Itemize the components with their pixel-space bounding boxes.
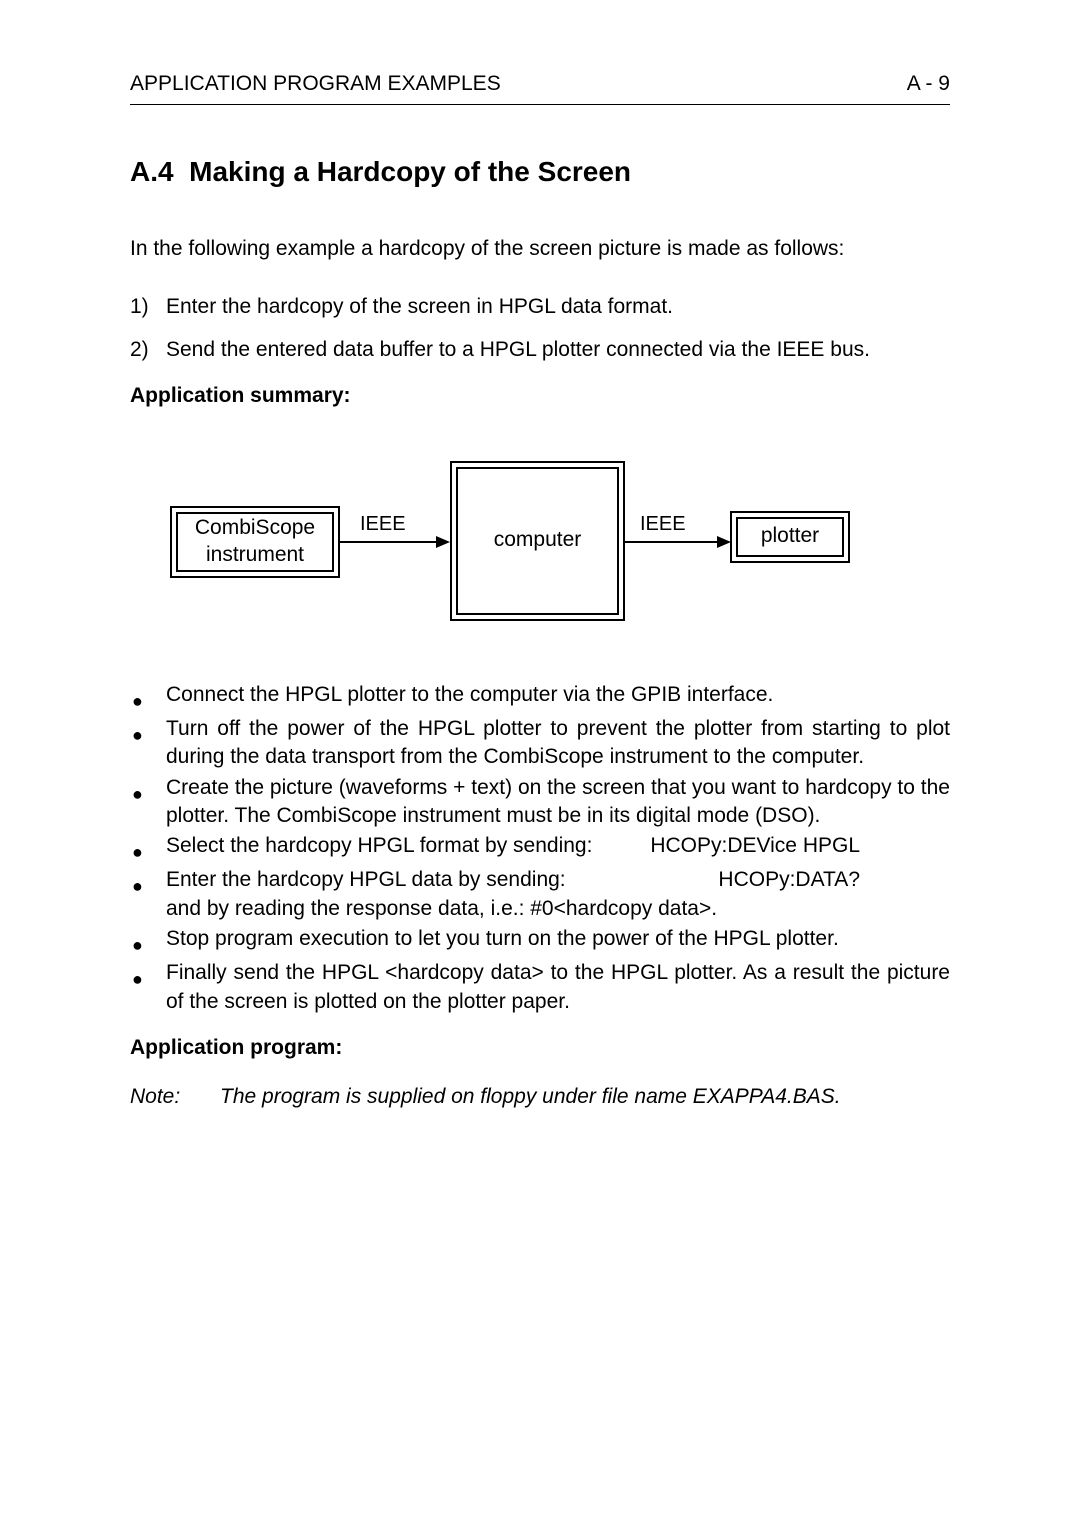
- box2-label: computer: [494, 527, 582, 553]
- bullet-icon: ●: [130, 774, 166, 831]
- bullet-icon: ●: [130, 866, 166, 923]
- bullet-text: Stop program execution to let you turn o…: [166, 925, 950, 957]
- diagram-edge-1-arrow-icon: [436, 536, 450, 548]
- flow-diagram: CombiScope instrument IEEE computer IEEE…: [170, 461, 890, 621]
- note-label: Note:: [130, 1083, 220, 1111]
- note-text: The program is supplied on floppy under …: [220, 1083, 950, 1111]
- bullet-text: Finally send the HPGL <hardcopy data> to…: [166, 959, 950, 1016]
- step-number: 1): [130, 293, 166, 321]
- box1-line1: CombiScope: [195, 515, 315, 541]
- intro-text: In the following example a hardcopy of t…: [130, 235, 950, 263]
- diagram-box-combiscope: CombiScope instrument: [170, 506, 340, 578]
- cmd-left: Enter the hardcopy HPGL data by sending:: [166, 866, 566, 894]
- step-item: 2) Send the entered data buffer to a HPG…: [130, 336, 950, 364]
- list-item: ● Enter the hardcopy HPGL data by sendin…: [130, 866, 950, 923]
- step-text: Send the entered data buffer to a HPGL p…: [166, 336, 870, 364]
- diagram-edge-2-arrow-icon: [717, 536, 731, 548]
- list-item: ● Select the hardcopy HPGL format by sen…: [130, 832, 950, 864]
- bullet-icon: ●: [130, 925, 166, 957]
- list-item: ● Turn off the power of the HPGL plotter…: [130, 715, 950, 772]
- bullet-icon: ●: [130, 832, 166, 864]
- program-heading: Application program:: [130, 1034, 950, 1062]
- bullet-text: Enter the hardcopy HPGL data by sending:…: [166, 866, 950, 923]
- list-item: ● Finally send the HPGL <hardcopy data> …: [130, 959, 950, 1016]
- bullet-icon: ●: [130, 715, 166, 772]
- bullet-icon: ●: [130, 959, 166, 1016]
- note-row: Note: The program is supplied on floppy …: [130, 1083, 950, 1111]
- diagram-edge-1-line: [340, 541, 436, 543]
- box1-line2: instrument: [206, 542, 304, 568]
- list-item: ● Connect the HPGL plotter to the comput…: [130, 681, 950, 713]
- cmd-code: HCOPy:DATA?: [718, 866, 950, 894]
- cmd-continuation: and by reading the response data, i.e.: …: [166, 895, 950, 923]
- header-left: APPLICATION PROGRAM EXAMPLES: [130, 70, 501, 98]
- bullet-text: Connect the HPGL plotter to the computer…: [166, 681, 950, 713]
- section-number: A.4: [130, 156, 174, 187]
- diagram-box-plotter: plotter: [730, 511, 850, 563]
- step-number: 2): [130, 336, 166, 364]
- step-item: 1) Enter the hardcopy of the screen in H…: [130, 293, 950, 321]
- diagram-edge-2-line: [625, 541, 717, 543]
- section-title: A.4 Making a Hardcopy of the Screen: [130, 153, 950, 191]
- bullet-text: Select the hardcopy HPGL format by sendi…: [166, 832, 950, 864]
- edge-label-2: IEEE: [640, 511, 686, 538]
- cmd-left: Select the hardcopy HPGL format by sendi…: [166, 832, 592, 860]
- bullet-text: Turn off the power of the HPGL plotter t…: [166, 715, 950, 772]
- cmd-code: HCOPy:DEVice HPGL: [650, 832, 950, 860]
- summary-heading: Application summary:: [130, 382, 950, 410]
- box3-label: plotter: [761, 523, 819, 549]
- list-item: ● Stop program execution to let you turn…: [130, 925, 950, 957]
- bullet-icon: ●: [130, 681, 166, 713]
- edge-label-1: IEEE: [360, 511, 406, 538]
- header-right: A - 9: [907, 70, 950, 98]
- step-text: Enter the hardcopy of the screen in HPGL…: [166, 293, 673, 321]
- list-item: ● Create the picture (waveforms + text) …: [130, 774, 950, 831]
- page-header: APPLICATION PROGRAM EXAMPLES A - 9: [130, 70, 950, 105]
- section-name: Making a Hardcopy of the Screen: [189, 156, 631, 187]
- diagram-container: CombiScope instrument IEEE computer IEEE…: [130, 431, 950, 661]
- bullet-text: Create the picture (waveforms + text) on…: [166, 774, 950, 831]
- bullet-list: ● Connect the HPGL plotter to the comput…: [130, 681, 950, 1017]
- diagram-box-computer: computer: [450, 461, 625, 621]
